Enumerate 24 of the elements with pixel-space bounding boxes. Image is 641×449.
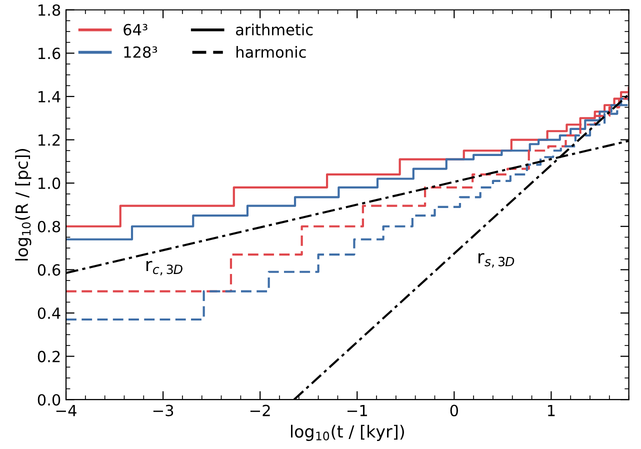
x-axis-title: log$_{10}$(t / [kyr]) bbox=[290, 424, 404, 441]
x-tick-label: −3 bbox=[153, 404, 174, 416]
x-tick-label: −2 bbox=[250, 404, 270, 416]
y-tick-label: 1.2 bbox=[38, 134, 60, 146]
y-tick-label: 1.0 bbox=[38, 178, 60, 190]
annotation: harmonic bbox=[236, 46, 306, 58]
y-tick-label: 1.4 bbox=[38, 91, 60, 102]
y-tick-label: 1.8 bbox=[38, 4, 60, 16]
legend-label: 64³ bbox=[124, 24, 148, 36]
annotation: arithmetic bbox=[236, 24, 313, 36]
annotation: r$_{s,3D}$ bbox=[478, 253, 514, 268]
x-tick-label: 0 bbox=[450, 404, 458, 416]
x-tick-label: −1 bbox=[347, 404, 367, 416]
y-axis-title: log$_{10}$(R / [pc]) bbox=[15, 149, 32, 260]
y-tick-label: 0.6 bbox=[38, 264, 60, 276]
y-tick-label: 0.2 bbox=[38, 350, 60, 362]
y-tick-label: 0.4 bbox=[38, 307, 60, 320]
legend-label: 128³ bbox=[124, 46, 158, 58]
x-tick-label: −4 bbox=[56, 404, 76, 416]
y-tick-label: 1.6 bbox=[38, 48, 60, 60]
annotation: r$_{c,3D}$ bbox=[146, 260, 182, 276]
y-tick-label: 0.8 bbox=[38, 220, 60, 232]
x-tick-label: 1 bbox=[548, 404, 555, 416]
y-tick-label: 0.0 bbox=[38, 394, 60, 406]
